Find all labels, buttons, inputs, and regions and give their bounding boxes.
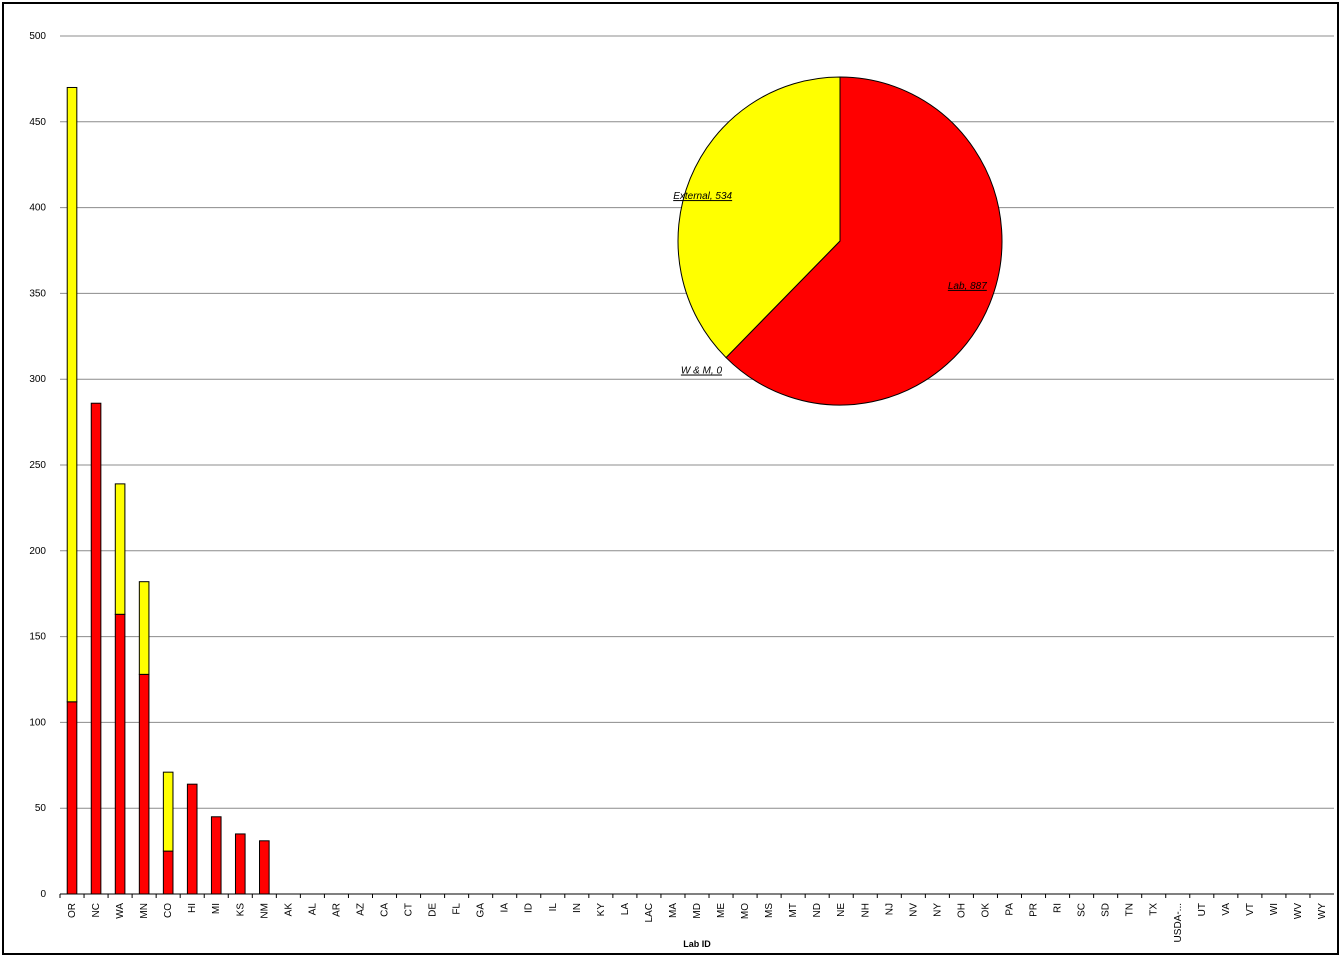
y-tick-label: 0 bbox=[40, 889, 46, 900]
bar-segment bbox=[138, 581, 150, 675]
x-tick-label: ME bbox=[716, 903, 727, 918]
x-tick-label: NH bbox=[860, 903, 871, 917]
x-tick-label: MD bbox=[692, 903, 703, 919]
y-tick-label: 350 bbox=[29, 288, 46, 299]
x-tick-label: UT bbox=[1197, 903, 1208, 916]
x-tick-label: HI bbox=[187, 903, 198, 913]
x-tick-label: LA bbox=[620, 903, 631, 916]
x-tick-label: WI bbox=[1269, 903, 1280, 915]
x-tick-label: AZ bbox=[355, 903, 366, 916]
x-tick-label: OK bbox=[980, 903, 991, 918]
x-tick-label: IN bbox=[572, 903, 583, 913]
bar-segment bbox=[138, 673, 150, 895]
y-tick-label: 100 bbox=[29, 717, 46, 728]
x-tick-label: GA bbox=[476, 903, 487, 918]
pie-slice-label: Lab, 887 bbox=[948, 281, 987, 292]
x-tick-label: OR bbox=[67, 903, 78, 918]
pie-chart: Lab, 887 W & M, 0 External, 534 bbox=[673, 76, 1003, 406]
x-tick-label: ID bbox=[524, 903, 535, 913]
x-tick-label: MA bbox=[668, 903, 679, 918]
x-tick-label: MN bbox=[139, 903, 150, 919]
x-tick-label: OH bbox=[956, 903, 967, 918]
x-tick-label: LAC bbox=[644, 903, 655, 922]
x-tick-label: TX bbox=[1149, 903, 1160, 916]
x-tick-label: MS bbox=[764, 903, 775, 918]
x-tick-label: CA bbox=[380, 903, 391, 917]
x-tick-label: KY bbox=[596, 903, 607, 917]
bar-segment bbox=[162, 850, 174, 895]
x-tick-label: DE bbox=[428, 903, 439, 917]
x-tick-label: RI bbox=[1053, 903, 1064, 913]
pie-slice-label: W & M, 0 bbox=[681, 366, 723, 377]
x-tick-label: VA bbox=[1221, 903, 1232, 916]
x-tick-label: PR bbox=[1029, 903, 1040, 917]
y-tick-label: 500 bbox=[29, 31, 46, 42]
pie-slice bbox=[677, 76, 841, 359]
x-tick-label: SD bbox=[1101, 903, 1112, 917]
pie-slice bbox=[725, 76, 1003, 406]
x-tick-label: TN bbox=[1125, 903, 1136, 916]
x-tick-label: MO bbox=[740, 903, 751, 919]
x-tick-label: AL bbox=[307, 903, 318, 916]
x-tick-label: NY bbox=[932, 903, 943, 917]
bar-segment bbox=[90, 402, 102, 895]
bar-segment bbox=[114, 613, 126, 895]
bar-segment bbox=[114, 483, 126, 615]
x-tick-label: PA bbox=[1004, 903, 1015, 916]
x-tick-label: ND bbox=[812, 903, 823, 917]
bar-series bbox=[66, 86, 270, 895]
y-tick-label: 400 bbox=[29, 203, 46, 214]
x-tick-label: NM bbox=[259, 903, 270, 919]
pie-slice-label: External, 534 bbox=[673, 191, 732, 202]
y-tick-label: 150 bbox=[29, 632, 46, 643]
bar-segment bbox=[66, 701, 78, 895]
y-tick-label: 300 bbox=[29, 374, 46, 385]
y-tick-label: 250 bbox=[29, 460, 46, 471]
bar-segment bbox=[186, 783, 198, 895]
x-tick-label: KS bbox=[235, 903, 246, 917]
y-tick-label: 450 bbox=[29, 117, 46, 128]
x-axis-ticks: OR NC WA MN CO HI MI KS NM AK AL AR AZ CA CT DE FL GA IA ID… bbox=[59, 894, 1328, 942]
x-tick-label: NC bbox=[91, 903, 102, 917]
y-tick-label: 50 bbox=[35, 803, 47, 814]
x-tick-label: AR bbox=[331, 903, 342, 917]
x-tick-label: CT bbox=[404, 903, 415, 916]
bar-segment bbox=[259, 840, 270, 895]
x-tick-label: WA bbox=[115, 903, 126, 919]
x-tick-label: MI bbox=[211, 903, 222, 914]
y-axis-ticks: 0 50 100 150 200 250 300 350 400 450 500 bbox=[29, 31, 46, 900]
x-tick-label: FL bbox=[452, 903, 463, 915]
x-tick-label: IA bbox=[500, 903, 511, 913]
bar-segment bbox=[66, 86, 78, 703]
x-tick-label: WY bbox=[1317, 903, 1328, 919]
x-tick-label: WV bbox=[1293, 903, 1304, 919]
x-tick-label: NJ bbox=[884, 903, 895, 915]
bar-segment bbox=[210, 816, 222, 895]
x-tick-label: NE bbox=[836, 903, 847, 917]
x-tick-label: CO bbox=[163, 903, 174, 918]
x-axis-title: Lab ID bbox=[683, 939, 711, 949]
x-tick-label: VT bbox=[1245, 903, 1256, 916]
x-tick-label: AK bbox=[283, 903, 294, 917]
x-tick-label: SC bbox=[1077, 903, 1088, 917]
bar-segment bbox=[234, 833, 246, 895]
x-tick-label: USDA-... bbox=[1173, 903, 1184, 942]
x-tick-label: MT bbox=[788, 903, 799, 917]
x-tick-label: IL bbox=[548, 903, 559, 912]
y-tick-label: 200 bbox=[29, 546, 46, 557]
x-tick-label: NV bbox=[908, 903, 919, 917]
bar-segment bbox=[162, 771, 174, 852]
chart-canvas: 0 50 100 150 200 250 300 350 400 450 500 OR NC WA MN C… bbox=[29, 31, 1334, 949]
